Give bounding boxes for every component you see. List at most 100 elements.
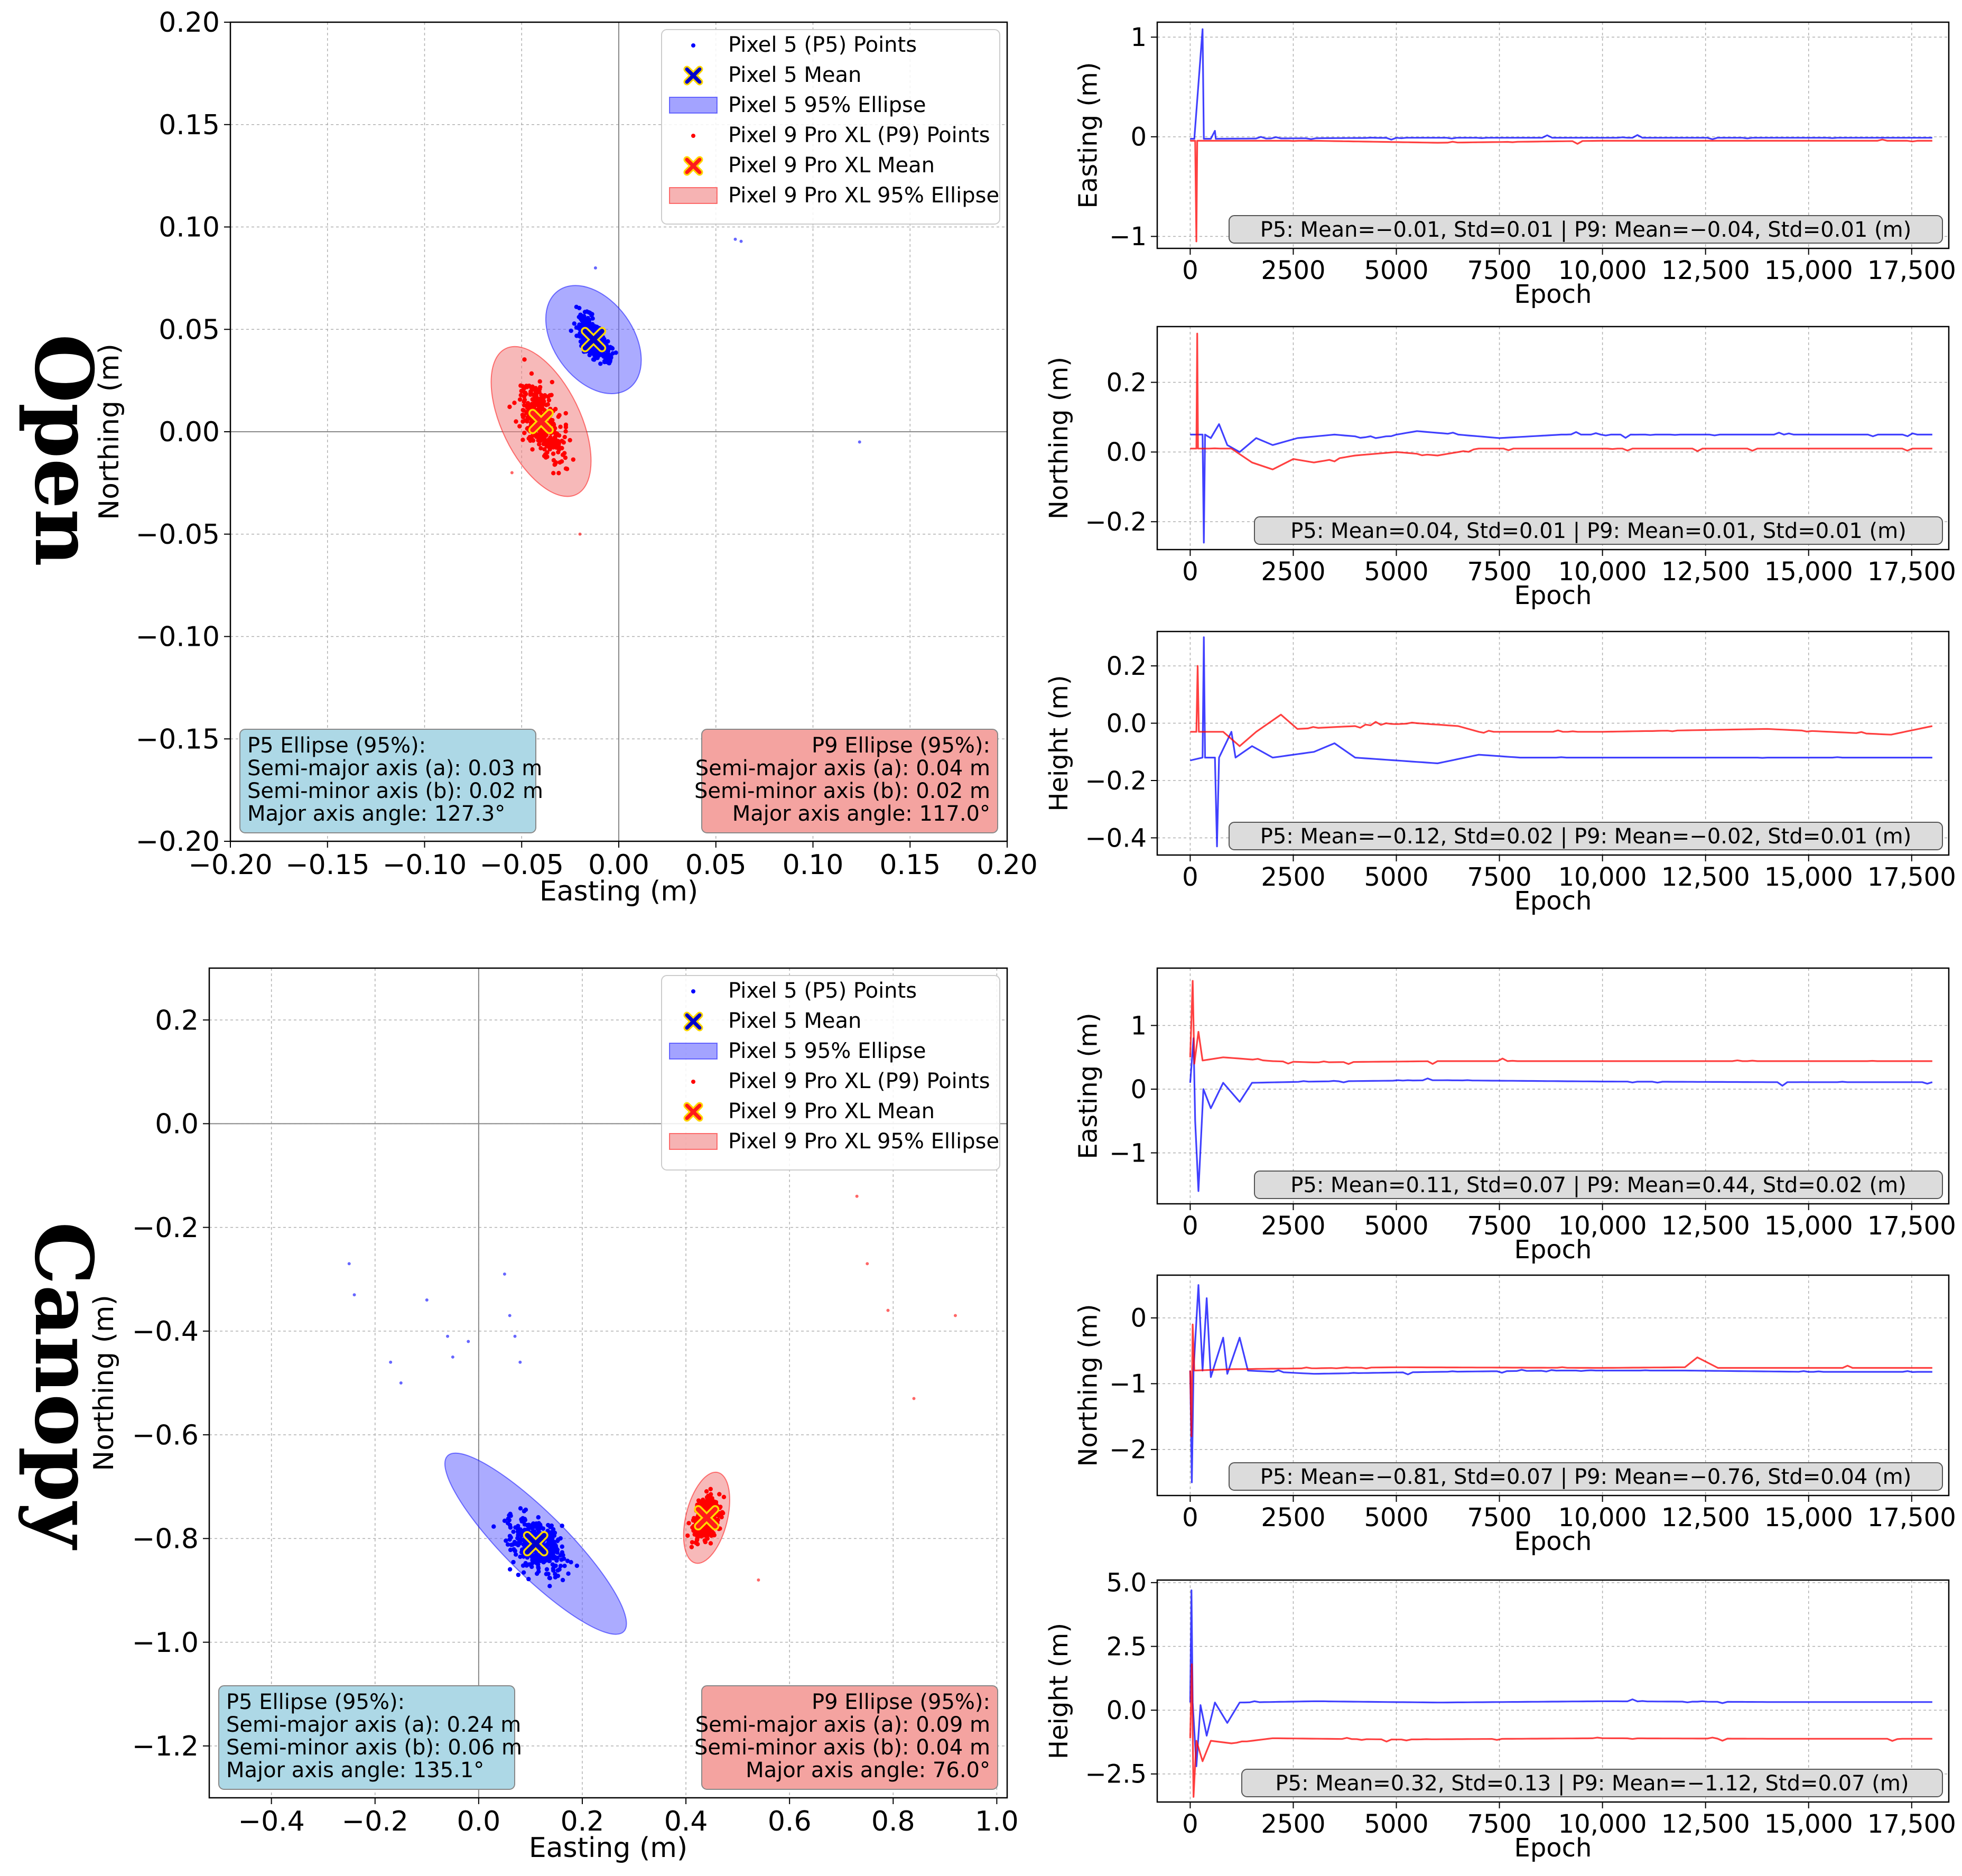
y-tick-label: −2.5 [1085, 1760, 1147, 1789]
y-tick-label: 5.0 [1106, 1568, 1147, 1598]
y-tick-label: −1 [1109, 1138, 1147, 1168]
legend-label: Pixel 9 Pro XL Mean [728, 153, 935, 178]
p9-point [703, 1526, 708, 1531]
p9-point [562, 434, 567, 440]
p9-annotation-line: Major axis angle: 117.0° [732, 802, 990, 826]
plot-frame [1156, 21, 1950, 249]
stats-text: P5: Mean=−0.12, Std=0.02 | P9: Mean=−0.0… [1260, 824, 1911, 849]
p5-point [520, 1563, 526, 1568]
y-tick-label: 0 [1130, 1304, 1147, 1333]
p9-point [540, 402, 545, 407]
p5-point [502, 1518, 507, 1524]
p5-point [610, 351, 615, 356]
p5-point [572, 321, 576, 326]
x-tick-label: 7500 [1467, 256, 1531, 285]
p9-annotation-line: Major axis angle: 76.0° [746, 1758, 990, 1782]
x-tick-label: −0.05 [480, 849, 564, 881]
x-axis-label: Epoch [1514, 1527, 1592, 1556]
p5-point [531, 1524, 536, 1529]
x-tick-label: 0.10 [783, 849, 844, 881]
plot-area [1157, 1275, 1949, 1496]
legend-label: Pixel 5 95% Ellipse [728, 93, 926, 117]
y-axis-label: Easting (m) [1074, 1013, 1103, 1159]
p9-point [694, 1538, 700, 1543]
y-tick-label: −0.10 [136, 621, 220, 653]
p9-point [528, 389, 533, 394]
y-tick-label: 0 [1130, 123, 1147, 152]
p5-outlier-point [593, 266, 597, 270]
p9-point [538, 446, 543, 451]
stats-box [1254, 1171, 1943, 1199]
y-tick-label: 0.00 [159, 416, 220, 448]
y-tick-label: −1 [1109, 222, 1147, 252]
p5-point [537, 1526, 542, 1530]
x-tick-label: 12,500 [1661, 862, 1750, 892]
p9-point [512, 401, 517, 405]
p5-point [521, 1570, 526, 1575]
x-tick-label: 12,500 [1661, 1503, 1750, 1533]
p5-point [558, 1564, 563, 1568]
y-tick-label: −0.2 [1085, 766, 1147, 796]
x-tick-label: 5000 [1364, 557, 1428, 587]
canopy_height-chart: 0 2500 5000 7500 10,000 12,500 15,000 17,500 5.0… [1044, 1568, 1956, 1863]
x-tick-label: 17,500 [1867, 862, 1956, 892]
legend-label: Pixel 5 (P5) Points [728, 33, 917, 57]
p5-annotation-line: P5 Ellipse (95%): [247, 733, 426, 758]
p9-point [721, 1494, 727, 1500]
legend-marker-p5-mean [685, 67, 702, 84]
p9-point [563, 425, 569, 430]
p5-point [603, 352, 608, 357]
p9-point [717, 1492, 722, 1497]
x-tick-label: 17,500 [1867, 1503, 1956, 1533]
p5-annotation-line: Major axis angle: 127.3° [247, 802, 505, 826]
x-tick-label: 5000 [1364, 256, 1428, 285]
x-axis-label: Epoch [1514, 581, 1592, 610]
p5-outlier-point [733, 237, 737, 241]
p9-point [526, 404, 531, 409]
p9-point [695, 1530, 700, 1536]
p5-point [588, 326, 593, 331]
plot-area [1157, 22, 1949, 248]
p9-point [556, 471, 561, 476]
y-axis-label: Northing (m) [1044, 357, 1074, 519]
p9-point [518, 393, 523, 398]
y-tick-label: 0.0 [155, 1109, 199, 1140]
p9-outlier-point [578, 532, 582, 536]
p9-point [690, 1540, 695, 1545]
p5-outlier-point [739, 239, 743, 243]
p5-point [562, 1563, 567, 1568]
p5-outlier-point [503, 1272, 506, 1276]
y-tick-label: 0.0 [1106, 1696, 1147, 1725]
p9-annotation-line: Semi-major axis (a): 0.09 m [695, 1713, 990, 1737]
y-tick-label: 2.5 [1106, 1632, 1147, 1661]
x-tick-label: −0.4 [238, 1806, 305, 1837]
stats-text: P5: Mean=−0.81, Std=0.07 | P9: Mean=−0.7… [1260, 1465, 1911, 1489]
canopy_northing-chart: 0 2500 5000 7500 10,000 12,500 15,000 17,500 0 −1… [1074, 1274, 1956, 1556]
p5-point [580, 314, 585, 319]
y-axis-label: Northing (m) [94, 343, 125, 520]
p5-point [609, 346, 614, 350]
x-tick-label: 15,000 [1764, 256, 1853, 285]
x-tick-label: 12,500 [1661, 557, 1750, 587]
y-tick-label: −0.4 [132, 1316, 199, 1348]
p9-point [530, 397, 535, 402]
p9-point [538, 437, 543, 442]
p9-point [530, 447, 535, 452]
x-tick-label: 7500 [1467, 862, 1531, 892]
p5-point [518, 1506, 523, 1511]
p5-point [559, 1557, 564, 1562]
p9-point [522, 403, 527, 408]
row-label-canopy: Canopy [17, 1222, 110, 1548]
p5-point [551, 1566, 556, 1571]
p5-outlier-point [467, 1340, 470, 1343]
p9-point [546, 398, 552, 403]
p5-annotation-line: Major axis angle: 135.1° [226, 1758, 484, 1782]
x-axis-label: Easting (m) [529, 1832, 687, 1864]
p5-point [511, 1559, 516, 1565]
p5-point [526, 1527, 531, 1531]
x-tick-label: 0 [1182, 1211, 1198, 1241]
x-axis-label: Easting (m) [540, 876, 698, 907]
p9-point [692, 1516, 696, 1521]
p9-point [560, 452, 565, 457]
legend-marker-p9-mean [685, 157, 702, 174]
